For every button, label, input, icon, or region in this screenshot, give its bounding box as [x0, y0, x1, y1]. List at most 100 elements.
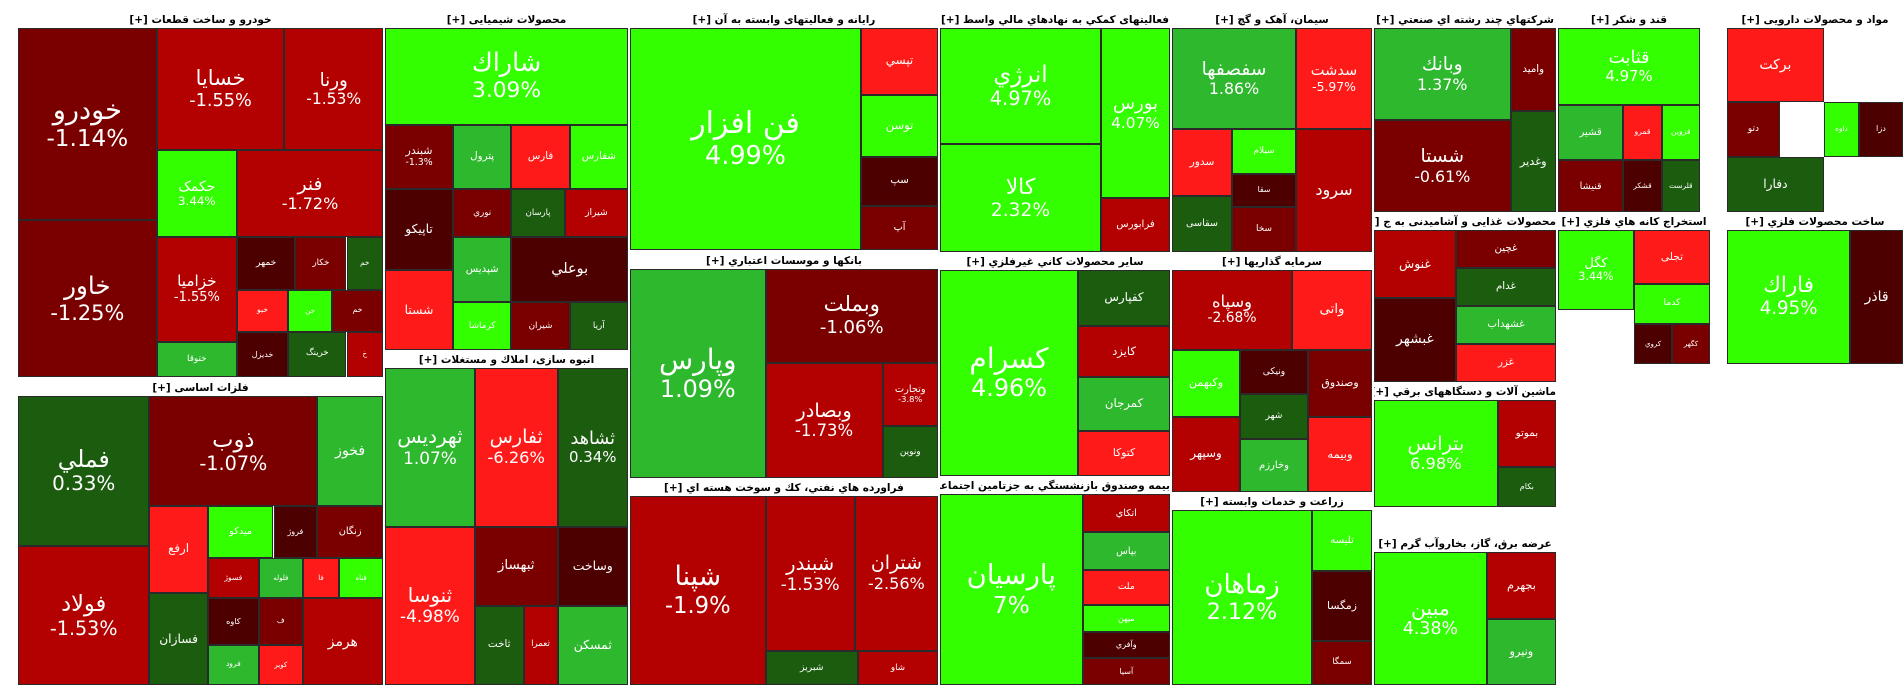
stock-tile[interactable]: فرابورس — [1101, 198, 1170, 252]
stock-tile[interactable]: سدشت -5.97% — [1296, 28, 1372, 129]
stock-tile[interactable]: فنر -1.72% — [237, 150, 383, 238]
stock-tile[interactable]: شپدیس — [453, 237, 512, 302]
stock-tile[interactable]: ملت — [1082, 570, 1170, 605]
stock-tile[interactable]: بکام — [1497, 467, 1556, 508]
stock-tile[interactable]: شاو — [857, 650, 938, 685]
sector-header[interactable]: سایر محصولات كاني غيرفلزي [+] — [940, 254, 1170, 270]
stock-tile[interactable]: کسرام 4.96% — [940, 270, 1078, 476]
stock-tile[interactable]: شفارس — [569, 124, 628, 189]
stock-tile[interactable]: کتوکا — [1078, 430, 1170, 476]
stock-tile[interactable]: فملي 0.33% — [18, 396, 150, 547]
stock-tile[interactable]: اتکاي — [1082, 494, 1170, 533]
stock-tile[interactable]: بورس 4.07% — [1101, 28, 1170, 199]
stock-tile[interactable]: ونیرو — [1486, 618, 1556, 685]
stock-tile[interactable]: خ — [346, 331, 383, 377]
stock-tile[interactable]: فارس — [511, 124, 570, 189]
stock-tile[interactable]: فخوز — [317, 396, 383, 506]
stock-tile[interactable]: خاور -1.25% — [18, 219, 157, 377]
sector-header[interactable]: انبوه سازی، املاك و مستغلات [+] — [385, 352, 628, 368]
stock-tile[interactable]: فولاد -1.53% — [18, 546, 150, 685]
stock-tile[interactable]: تپسي — [861, 28, 938, 95]
stock-tile[interactable]: قشیر — [1558, 105, 1624, 161]
stock-tile[interactable]: سقا — [1232, 173, 1296, 208]
sector-header[interactable]: استخراج كانه هاي فلزي [+] — [1558, 214, 1710, 230]
stock-tile[interactable]: خدیزل — [237, 331, 289, 377]
stock-tile[interactable]: شیران — [511, 301, 570, 350]
stock-tile[interactable]: وکبهمن — [1172, 349, 1240, 417]
stock-tile[interactable]: تاپيكو — [385, 189, 454, 270]
stock-tile[interactable]: وامید — [1510, 28, 1556, 111]
stock-tile[interactable]: فرود — [207, 644, 259, 685]
stock-tile[interactable]: خم — [346, 237, 383, 290]
stock-tile[interactable]: فاراك 4.95% — [1727, 230, 1851, 364]
stock-tile[interactable]: خرینگ — [288, 331, 347, 377]
stock-tile[interactable]: فسوژ — [207, 557, 259, 599]
stock-tile[interactable]: ثمسکن — [557, 605, 628, 685]
stock-tile[interactable]: ثفارس -6.26% — [474, 368, 558, 527]
stock-tile[interactable]: ثشاهد 0.34% — [557, 368, 628, 527]
sector-header[interactable]: سرمایه گذاریها [+] — [1172, 254, 1372, 270]
stock-tile[interactable]: کگهر — [1672, 323, 1710, 364]
stock-tile[interactable]: کایزد — [1078, 325, 1170, 378]
stock-tile[interactable]: وبملت -1.06% — [765, 269, 938, 364]
stock-tile[interactable]: وبصادر -1.73% — [765, 363, 883, 478]
stock-tile[interactable]: خسایا -1.55% — [156, 28, 285, 151]
stock-tile[interactable]: وپارس 1.09% — [630, 269, 766, 478]
stock-tile[interactable]: سخا — [1232, 207, 1296, 252]
stock-tile[interactable]: قاذر — [1850, 230, 1903, 364]
stock-tile[interactable]: دزا — [1859, 101, 1903, 157]
sector-header[interactable]: سیمان، آهک و گچ [+] — [1172, 12, 1372, 28]
stock-tile[interactable]: شبندر -1.3% — [385, 124, 454, 189]
stock-tile[interactable]: زمگسا — [1312, 571, 1372, 642]
stock-tile[interactable]: پارسیان 7% — [940, 494, 1083, 685]
stock-tile[interactable]: شهر — [1240, 394, 1308, 439]
stock-tile[interactable]: بموتو — [1497, 400, 1556, 467]
stock-tile[interactable]: حکمک 3.44% — [156, 150, 237, 238]
stock-tile[interactable]: فن افزار 4.99% — [630, 28, 861, 250]
stock-tile[interactable]: غدام — [1455, 268, 1556, 306]
stock-tile[interactable]: فا — [302, 557, 340, 599]
sector-header[interactable]: محصولات شیمیایی [+] — [385, 12, 628, 28]
stock-tile[interactable]: قمرو — [1623, 105, 1662, 161]
stock-tile[interactable]: غزر — [1455, 344, 1556, 382]
stock-tile[interactable]: غبشهر — [1374, 298, 1456, 382]
stock-tile[interactable]: غشهداب — [1455, 306, 1556, 344]
stock-tile[interactable]: خزامیا -1.55% — [156, 237, 237, 343]
stock-tile[interactable]: غچین — [1455, 230, 1556, 268]
stock-tile[interactable]: خمهر — [237, 237, 296, 290]
stock-tile[interactable]: خم — [331, 289, 383, 332]
stock-tile[interactable]: سیلام — [1232, 128, 1296, 174]
stock-tile[interactable]: ف — [258, 598, 303, 645]
stock-tile[interactable]: شپنا -1.9% — [630, 496, 766, 685]
sector-header[interactable]: محصولات غذایی و آشامیدنی به ج [+] — [1374, 214, 1556, 230]
stock-tile[interactable]: تجلی — [1634, 230, 1710, 284]
stock-tile[interactable]: شستا — [385, 269, 454, 350]
stock-tile[interactable]: مبین 4.38% — [1374, 552, 1487, 685]
stock-tile[interactable]: شاراك 3.09% — [385, 28, 628, 125]
sector-header[interactable]: فعالیتهای کمکي به نهادهاي مالي واسط [+] — [940, 12, 1170, 28]
stock-tile[interactable]: تلیسه — [1312, 510, 1372, 572]
stock-tile[interactable]: کویر — [258, 644, 303, 685]
stock-tile[interactable]: انرژي 4.97% — [940, 28, 1101, 145]
stock-tile[interactable]: زنگان — [317, 505, 383, 558]
stock-tile[interactable]: شیراز — [564, 189, 628, 238]
stock-tile[interactable]: ذوب -1.07% — [149, 396, 318, 506]
stock-tile[interactable]: بوعلي — [511, 237, 628, 302]
stock-tile[interactable]: خن — [288, 289, 332, 332]
stock-tile[interactable]: داوه — [1823, 101, 1859, 157]
sector-header[interactable]: رایانه و فعالیتهای وابسته به آن [+] — [630, 12, 938, 28]
stock-tile[interactable]: سپ — [861, 156, 938, 206]
stock-tile[interactable]: کاوه — [207, 598, 259, 645]
stock-tile[interactable]: پارسان — [511, 189, 565, 238]
stock-tile[interactable]: کروي — [1634, 323, 1672, 364]
stock-tile[interactable]: بجهرم — [1486, 552, 1556, 619]
sector-header[interactable]: ساخت محصولات فلزي [+] — [1727, 214, 1903, 230]
stock-tile[interactable]: وساخت — [557, 526, 628, 606]
stock-tile[interactable]: ثنوسا -4.98% — [385, 526, 475, 685]
stock-tile[interactable]: سدور — [1172, 128, 1232, 196]
stock-tile[interactable]: ارفع — [149, 505, 208, 593]
stock-tile[interactable]: شتران -2.56% — [854, 496, 938, 651]
sector-header[interactable]: فلزات اساسی [+] — [18, 380, 383, 396]
sector-header[interactable]: قند و شکر [+] — [1558, 12, 1700, 28]
stock-tile[interactable]: دتو — [1727, 101, 1780, 157]
